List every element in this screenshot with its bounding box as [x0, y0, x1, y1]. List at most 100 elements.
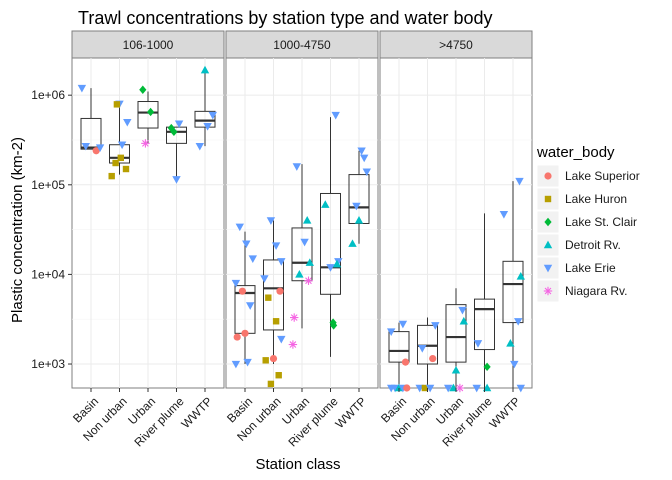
data-point — [277, 258, 286, 266]
data-point — [260, 275, 269, 283]
data-point — [473, 340, 483, 348]
legend-label: Detroit Rv. — [565, 238, 621, 252]
data-point — [246, 302, 255, 310]
data-point — [292, 163, 301, 171]
data-point — [266, 217, 276, 225]
data-point — [455, 383, 465, 393]
data-point — [233, 333, 241, 341]
data-point — [123, 118, 132, 127]
data-point — [334, 258, 343, 266]
legend-label: Lake Superior — [565, 169, 640, 183]
x-tick-label: WWTP — [178, 394, 215, 431]
data-point — [277, 335, 286, 344]
data-point — [362, 168, 371, 177]
data-point — [290, 313, 299, 322]
facet-strip-label: 106-1000 — [123, 38, 174, 52]
data-point — [418, 345, 427, 353]
data-point — [321, 200, 330, 208]
data-point — [352, 202, 361, 211]
data-point — [516, 272, 525, 280]
boxplot — [417, 317, 438, 388]
facet-strip-label: >4750 — [439, 38, 473, 52]
legend-label: Lake Erie — [565, 261, 616, 275]
data-point — [269, 354, 278, 363]
legend-marker — [544, 172, 552, 180]
data-point — [92, 147, 100, 155]
data-point — [108, 172, 115, 180]
data-point — [275, 372, 282, 379]
data-point — [167, 123, 175, 133]
data-point — [235, 223, 244, 232]
boxplot — [194, 70, 216, 147]
data-point — [248, 255, 257, 264]
data-point — [231, 360, 241, 369]
facet-strip — [71, 30, 225, 59]
data-point — [510, 360, 519, 369]
boxplot — [502, 181, 524, 388]
data-point — [305, 258, 314, 266]
box-iqr — [445, 304, 467, 363]
boxplot — [474, 213, 495, 388]
legend-item: Detroit Rv. — [536, 233, 621, 257]
x-tick-label: WWTP — [332, 394, 369, 431]
asterisk-stroke — [544, 287, 552, 295]
asterisk-stroke — [289, 341, 297, 348]
data-point — [262, 357, 269, 364]
data-point — [276, 287, 284, 295]
box-iqr — [388, 331, 410, 363]
data-point — [459, 316, 468, 325]
chart-title: Trawl concentrations by station type and… — [78, 8, 493, 28]
data-point — [444, 384, 453, 393]
data-point — [483, 362, 491, 372]
data-point — [499, 210, 509, 219]
data-point — [267, 380, 275, 388]
data-point — [95, 144, 105, 153]
data-point — [425, 384, 435, 393]
legend-label: Niagara Rv. — [565, 284, 627, 298]
y-tick-label: 1e+05 — [31, 178, 65, 192]
data-point — [304, 276, 313, 285]
legend-item: Niagara Rv. — [536, 279, 627, 303]
data-point — [241, 329, 249, 337]
data-point — [122, 165, 130, 173]
y-tick-label: 1e+06 — [31, 88, 65, 102]
legend-title: water_body — [536, 144, 615, 161]
box-iqr — [194, 110, 216, 128]
data-point — [330, 321, 338, 330]
data-point — [331, 111, 340, 120]
data-point — [429, 354, 437, 363]
y-tick-label: 1e+03 — [31, 357, 65, 371]
data-point — [515, 177, 524, 186]
legend-label: Lake St. Clair — [565, 215, 637, 229]
legend-marker — [544, 217, 552, 227]
facet-strip — [225, 30, 379, 59]
data-point — [295, 270, 304, 278]
data-point — [421, 384, 429, 392]
data-point — [360, 154, 369, 163]
box-iqr — [263, 259, 284, 331]
data-point — [195, 142, 204, 151]
data-point — [242, 240, 251, 249]
data-point — [174, 120, 184, 129]
facet-strip-label: 1000-4750 — [273, 38, 331, 52]
data-point — [272, 318, 280, 325]
data-point — [112, 159, 119, 167]
data-point — [271, 242, 281, 250]
legend-marker — [544, 195, 552, 203]
data-point — [265, 294, 272, 301]
data-point — [113, 101, 121, 108]
data-point — [472, 384, 481, 393]
data-point — [243, 358, 252, 367]
data-point — [348, 239, 357, 247]
data-point — [516, 384, 525, 393]
data-point — [77, 84, 87, 93]
data-point — [390, 384, 400, 393]
legend-item: Lake Erie — [536, 256, 616, 280]
data-point — [172, 176, 181, 184]
data-point — [458, 306, 467, 315]
data-point — [141, 139, 150, 148]
